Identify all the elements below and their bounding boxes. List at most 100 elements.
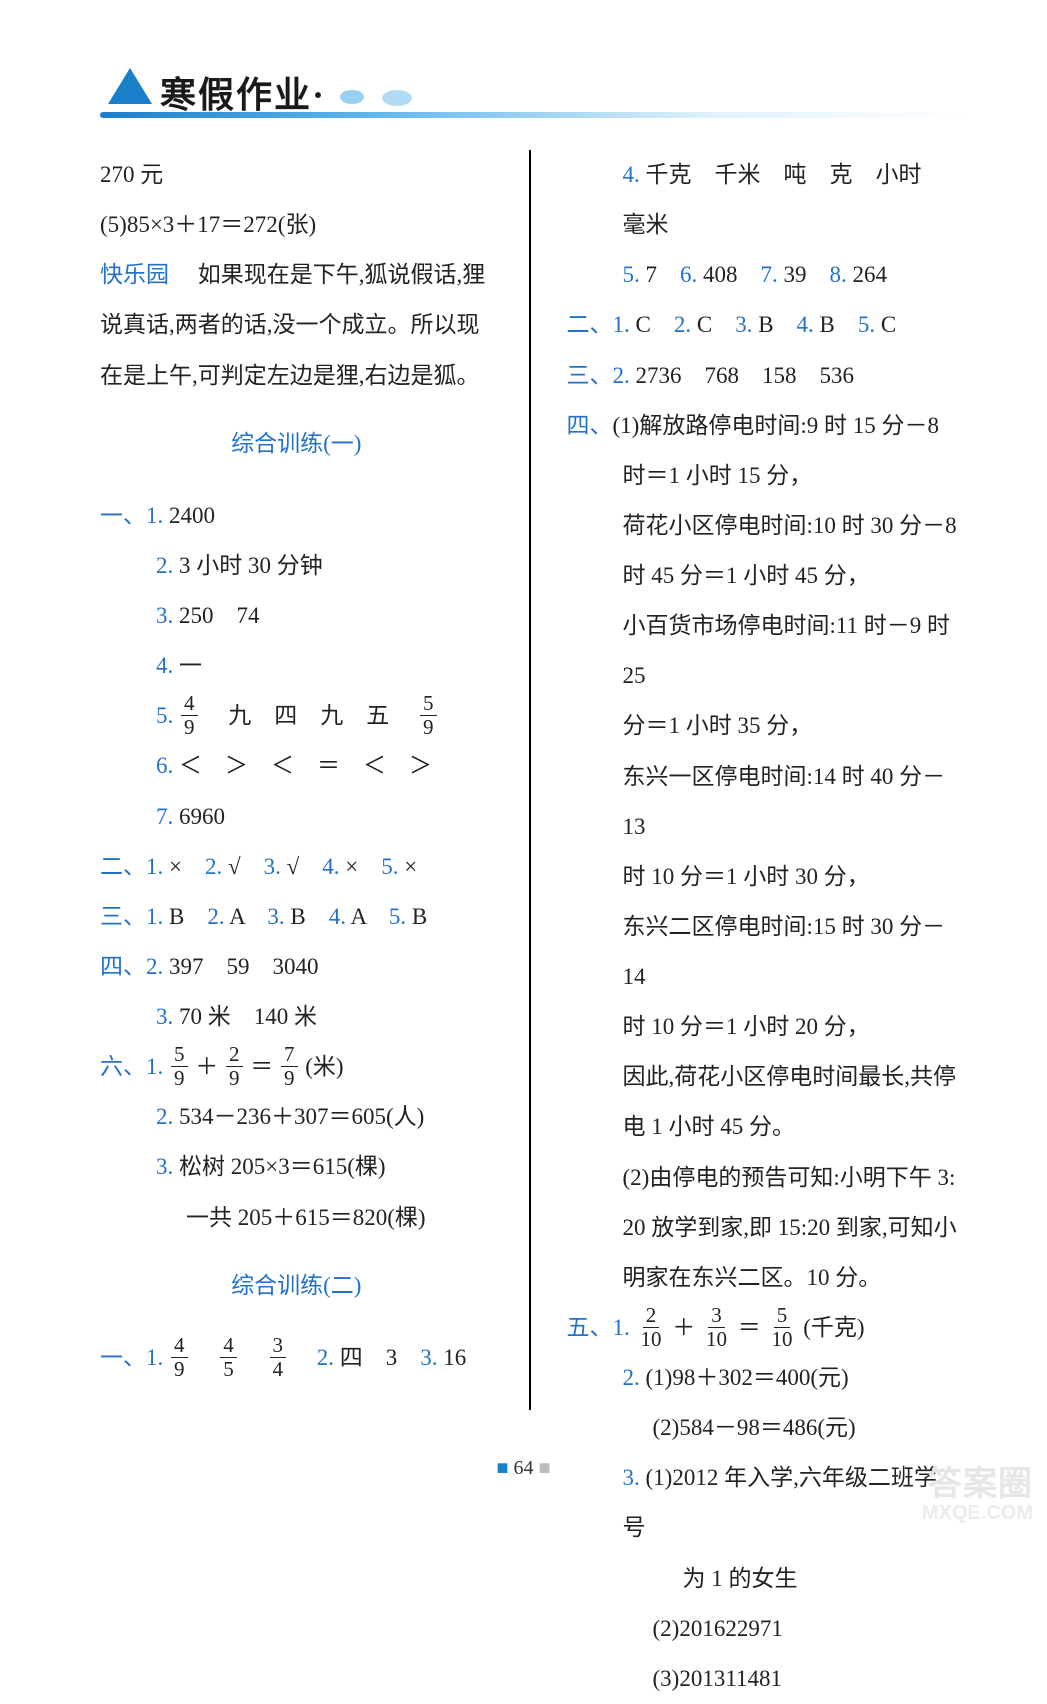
item-num: 1. — [146, 1345, 169, 1370]
answer-value: C — [630, 312, 674, 337]
item-num: 1. — [613, 312, 630, 337]
answer-line: 6. ＜ ＞ ＜ ＝ ＜ ＞ — [100, 741, 493, 791]
answer-value: 2736 768 158 536 — [630, 363, 854, 388]
denominator: 9 — [420, 716, 437, 738]
fun-corner-label: 快乐园 — [100, 262, 169, 287]
text-line: 270 元 — [100, 150, 493, 200]
page-number-value: 64 — [514, 1457, 534, 1479]
fraction: 510 — [769, 1305, 796, 1350]
numerator: 3 — [708, 1305, 725, 1328]
text-line: 分＝1 小时 35 分， — [567, 701, 958, 751]
item-num: 1. — [613, 1315, 636, 1340]
item-num: 2. — [156, 1104, 173, 1129]
roman-label: 一、 — [100, 1345, 146, 1370]
item-num: 4. — [797, 312, 814, 337]
numerator: 5 — [774, 1305, 791, 1328]
item-num: 2. — [205, 854, 222, 879]
answer-line: 二、1. C 2. C 3. B 4. B 5. C — [567, 300, 958, 350]
item-num: 6. — [156, 753, 173, 778]
answer-line: 一、1. 2400 — [100, 491, 493, 541]
text-line: 时 10 分＝1 小时 30 分， — [567, 852, 958, 902]
answer-line: 7. 6960 — [100, 792, 493, 842]
item-num: 2. — [674, 312, 691, 337]
answer-value: B — [285, 904, 329, 929]
square-icon: ■ — [539, 1457, 551, 1479]
answer-value: A — [225, 904, 268, 929]
text-line: 小百货市场停电时间:11 时－9 时 25 — [567, 601, 958, 701]
answer-value: 6960 — [173, 804, 225, 829]
unit: (米) — [305, 1054, 343, 1079]
item-num: 3. — [267, 904, 284, 929]
fun-corner-line: 快乐园 如果现在是下午,狐说假话,狸 — [100, 250, 493, 300]
section-title: 综合训练(一) — [100, 419, 493, 469]
text-line: 电 1 小时 45 分。 — [567, 1102, 958, 1152]
answer-value: 264 — [847, 262, 887, 287]
answer-value: × — [339, 854, 381, 879]
watermark-en: MXQE.COM — [922, 1503, 1033, 1524]
item-num: 3. — [735, 312, 752, 337]
page-header: 寒假作业· — [100, 60, 957, 130]
answer-line: 四、2. 397 59 3040 — [100, 942, 493, 992]
denominator: 9 — [181, 716, 198, 738]
denominator: 9 — [171, 1358, 188, 1380]
roman-label: 二、 — [567, 312, 613, 337]
fraction: 79 — [281, 1044, 298, 1089]
item-num: 4. — [623, 162, 640, 187]
item-num: 3. — [156, 1004, 173, 1029]
dot-icon — [340, 90, 364, 104]
text-line: 说真话,两者的话,没一个成立。所以现 — [100, 300, 493, 350]
numerator: 2 — [643, 1305, 660, 1328]
dot-icon — [382, 90, 412, 106]
text-line: 明家在东兴二区。10 分。 — [567, 1253, 958, 1303]
item-num: 5. — [156, 703, 173, 728]
numerator: 2 — [226, 1044, 243, 1067]
answer-line: 4. 千克 千米 吨 克 小时 毫米 — [567, 150, 958, 250]
item-num: 7. — [156, 804, 173, 829]
watermark: 答案圈 MXQE.COM — [922, 1467, 1033, 1524]
text-line: 时 45 分＝1 小时 45 分， — [567, 551, 958, 601]
item-num: 1. — [146, 854, 163, 879]
answer-line: 2. 534－236＋307＝605(人) — [100, 1092, 493, 1142]
roman-label: 四、 — [567, 413, 613, 438]
item-num: 6. — [680, 262, 697, 287]
answer-value: 408 — [697, 262, 760, 287]
denominator: 5 — [220, 1358, 237, 1380]
section-title: 综合训练(二) — [100, 1261, 493, 1311]
answer-line: 六、1. 59 ＋ 29 ＝ 79 (米) — [100, 1042, 493, 1092]
answer-line: 二、1. × 2. √ 3. √ 4. × 5. × — [100, 842, 493, 892]
answer-value: 39 — [778, 262, 830, 287]
answer-value: C — [691, 312, 735, 337]
answer-line: 3. 70 米 140 米 — [100, 992, 493, 1042]
answer-value: √ — [222, 854, 263, 879]
text-line: 在是上午,可判定左边是狸,右边是狐。 — [100, 351, 493, 401]
answer-line: 四、(1)解放路停电时间:9 时 15 分－8 — [567, 401, 958, 451]
denominator: 10 — [769, 1328, 796, 1350]
item-num: 3. — [156, 603, 173, 628]
answer-value: (1)解放路停电时间:9 时 15 分－8 — [613, 413, 939, 438]
text-line: 因此,荷花小区停电时间最长,共停 — [567, 1052, 958, 1102]
square-icon: ■ — [496, 1457, 508, 1479]
text-line: (2)由停电的预告可知:小明下午 3: — [567, 1153, 958, 1203]
item-num: 5. — [623, 262, 640, 287]
answer-line: 2. 3 小时 30 分钟 — [100, 541, 493, 591]
page-number: ■ 64 ■ — [0, 1457, 1047, 1480]
item-num: 2. — [623, 1365, 640, 1390]
answer-value: 九 四 九 五 — [205, 703, 412, 728]
answer-value: B — [752, 312, 796, 337]
item-num: 1. — [146, 904, 163, 929]
roman-label: 三、 — [100, 904, 146, 929]
numerator: 5 — [171, 1044, 188, 1067]
header-title: 寒假作业· — [160, 66, 326, 118]
answer-line: 3. 松树 205×3＝615(棵) — [100, 1142, 493, 1192]
numerator: 7 — [281, 1044, 298, 1067]
fraction: 59 — [420, 693, 437, 738]
numerator: 5 — [420, 693, 437, 716]
text-line: (2)584－98＝486(元) — [567, 1403, 958, 1453]
roman-label: 三、 — [567, 363, 613, 388]
answer-value: B — [406, 904, 427, 929]
denominator: 10 — [638, 1328, 665, 1350]
roman-label: 一、 — [100, 503, 146, 528]
roman-label: 四、 — [100, 954, 146, 979]
spacer — [190, 1345, 213, 1370]
answer-value: (1)98＋302＝400(元) — [640, 1365, 849, 1390]
